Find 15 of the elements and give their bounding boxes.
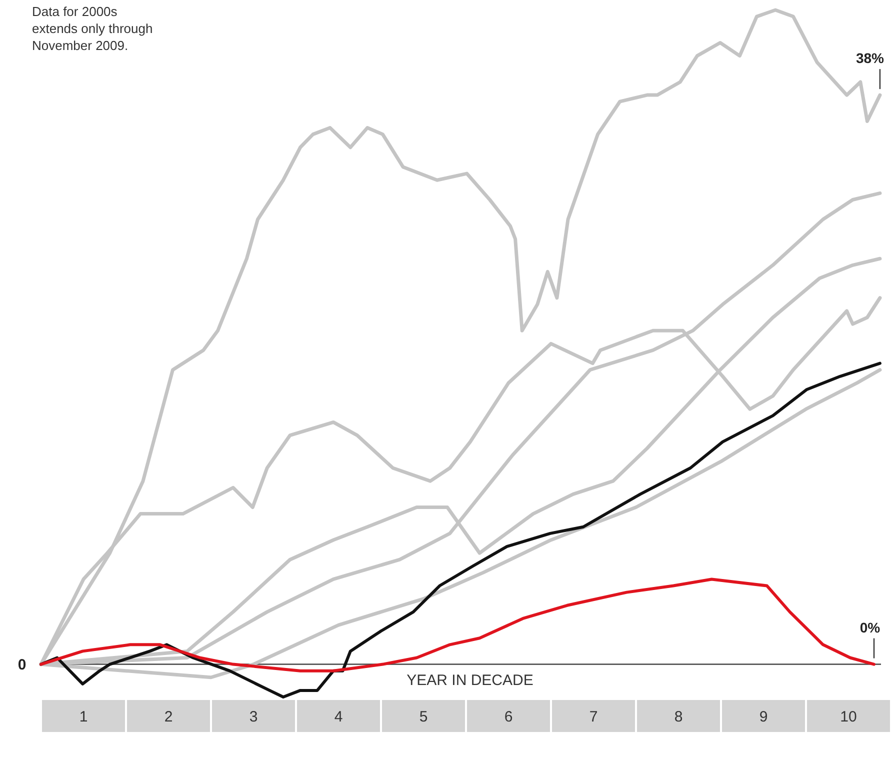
x-tick-label: 7 [589, 708, 598, 726]
x-tick-label: 8 [674, 708, 683, 726]
annotation: 38% [856, 50, 885, 66]
x-tick-label: 4 [334, 708, 343, 726]
x-tick-label: 9 [759, 708, 768, 726]
x-tick-label: 6 [504, 708, 513, 726]
x-tick-label: 1 [79, 708, 88, 726]
x-tick-label: 5 [419, 708, 428, 726]
x-axis-title: YEAR IN DECADE [406, 672, 534, 689]
x-tick-label: 10 [840, 708, 857, 726]
x-tick-label: 2 [164, 708, 173, 726]
annotation: 0% [860, 619, 881, 636]
x-tick-label: 3 [249, 708, 258, 726]
annotation: Data for 2000s extends only through November 2009. [32, 4, 153, 53]
ref-line-label: 0 [18, 656, 26, 674]
